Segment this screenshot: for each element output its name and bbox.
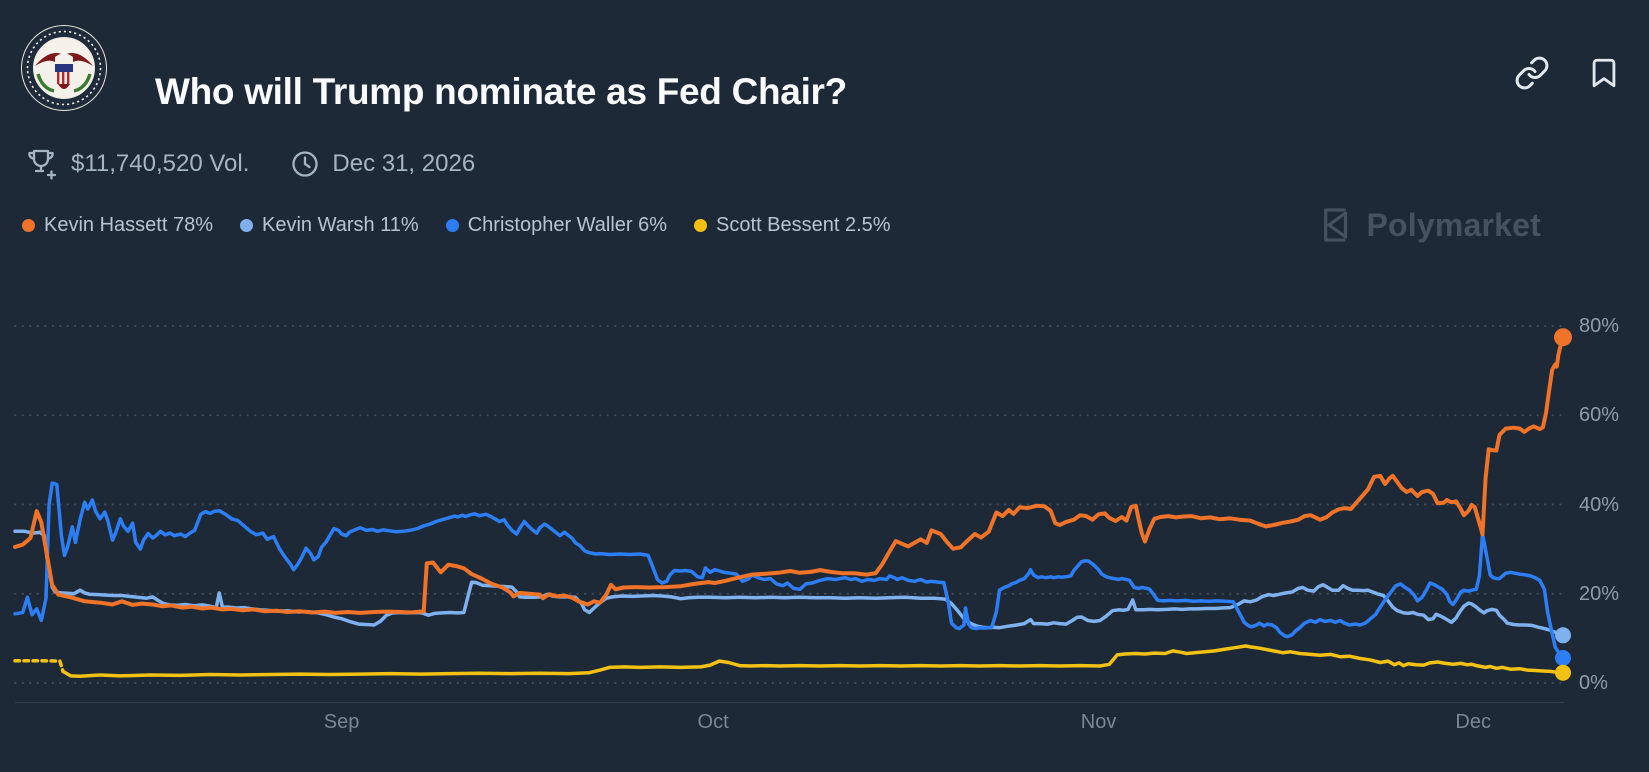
x-tick-nov: Nov — [1080, 711, 1117, 733]
series-line-kevin-hassett — [13, 335, 1565, 615]
y-tick-40%: 40% — [1579, 493, 1620, 516]
watermark-text: Polymarket — [1366, 206, 1541, 243]
header-actions — [1513, 54, 1623, 92]
end-dot-kevin-hassett — [1554, 328, 1572, 347]
end-dot-kevin-warsh — [1555, 627, 1571, 644]
legend-dot-christopher-waller — [445, 219, 459, 232]
x-tick-dec: Dec — [1455, 711, 1491, 733]
legend-dot-scott-bessent — [694, 219, 708, 232]
legend-label-kevin-warsh: Kevin Warsh 11% — [261, 214, 419, 236]
y-tick-0%: 0% — [1579, 672, 1608, 694]
end-dot-christopher-waller — [1555, 650, 1571, 666]
legend-label-scott-bessent: Scott Bessent 2.5% — [716, 214, 891, 236]
x-axis-divider — [15, 702, 1564, 703]
series-line-christopher-waller — [13, 481, 1565, 660]
series-line-scott-bessent — [61, 644, 1565, 679]
legend-dot-kevin-hassett — [22, 219, 35, 232]
copy-link-button[interactable] — [1513, 54, 1551, 92]
eagle-emblem — [35, 53, 93, 66]
federal-reserve-seal — [21, 25, 107, 111]
market-stats: $11,740,520 Vol. Dec 31, 2026 — [24, 146, 475, 182]
series-line-scott-bessent-dashed — [13, 658, 65, 674]
y-tick-80%: 80% — [1579, 315, 1620, 337]
link-icon — [1515, 56, 1549, 90]
probability-chart[interactable] — [0, 300, 1649, 692]
end-date-stat: Dec 31, 2026 — [332, 150, 476, 177]
polymarket-watermark: Polymarket — [1317, 204, 1541, 246]
legend: Kevin Hassett 78% Kevin Warsh 11% Christop… — [22, 214, 891, 237]
legend-item-kevin-hassett[interactable]: Kevin Hassett 78% — [22, 214, 213, 237]
legend-dot-kevin-warsh — [239, 219, 253, 232]
volume-stat: $11,740,520 Vol. — [71, 150, 250, 177]
legend-label-christopher-waller: Christopher Waller 6% — [467, 214, 668, 236]
legend-item-christopher-waller[interactable]: Christopher Waller 6% — [445, 214, 668, 237]
legend-item-kevin-warsh[interactable]: Kevin Warsh 11% — [239, 214, 419, 237]
legend-item-scott-bessent[interactable]: Scott Bessent 2.5% — [694, 214, 891, 237]
polymarket-logo-icon — [1324, 208, 1348, 242]
bookmark-button[interactable] — [1585, 54, 1623, 92]
clock-icon — [292, 151, 319, 177]
legend-label-kevin-hassett: Kevin Hassett 78% — [44, 214, 213, 236]
bookmark-icon — [1592, 58, 1616, 88]
y-tick-60%: 60% — [1579, 404, 1620, 427]
end-dot-scott-bessent — [1555, 664, 1571, 681]
x-tick-oct: Oct — [697, 711, 729, 733]
y-tick-20%: 20% — [1579, 582, 1620, 605]
x-tick-sep: Sep — [323, 711, 360, 733]
trophy-icon — [28, 149, 57, 180]
page-title: Who will Trump nominate as Fed Chair? — [155, 70, 847, 112]
